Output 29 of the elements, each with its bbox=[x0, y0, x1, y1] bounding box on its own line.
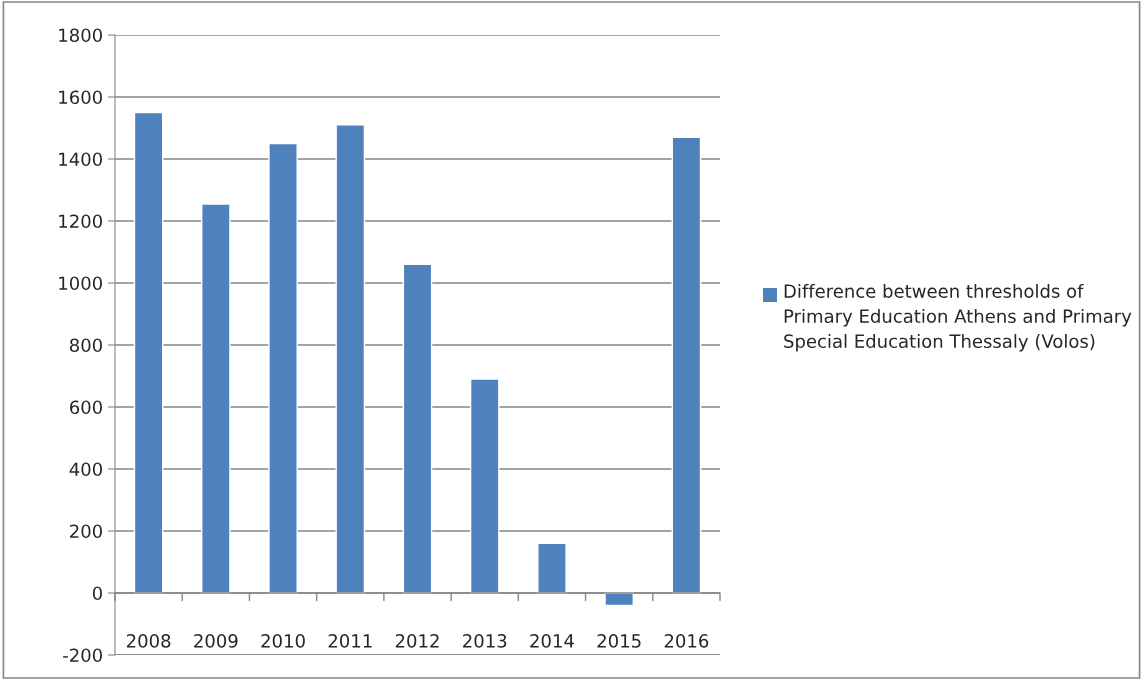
bar bbox=[469, 378, 500, 594]
bar bbox=[671, 136, 702, 594]
bar bbox=[402, 263, 433, 594]
x-tick-label: 2013 bbox=[463, 634, 507, 648]
x-tick-label: 2012 bbox=[395, 634, 439, 648]
bar bbox=[335, 124, 366, 594]
x-tick-label: 2010 bbox=[261, 634, 305, 648]
x-tick-label: 2015 bbox=[597, 634, 641, 648]
y-tick-label: -200 bbox=[63, 648, 102, 663]
y-tick-label: 800 bbox=[69, 338, 102, 353]
x-tick-label: 2011 bbox=[328, 634, 372, 648]
bar bbox=[268, 142, 298, 594]
x-tick-label: 2014 bbox=[530, 634, 574, 648]
y-tick-label: 1800 bbox=[59, 28, 102, 43]
y-tick-label: 0 bbox=[92, 586, 102, 601]
y-tick-label: 600 bbox=[69, 400, 102, 415]
x-tick-label: 2009 bbox=[194, 634, 238, 648]
y-tick-label: 1400 bbox=[59, 152, 102, 167]
bar bbox=[133, 111, 164, 594]
x-tick-label: 2016 bbox=[664, 634, 709, 648]
y-tick-label: 400 bbox=[69, 462, 102, 477]
x-tick-label: 2008 bbox=[126, 634, 171, 648]
y-tick-label: 1600 bbox=[59, 90, 102, 105]
bar bbox=[201, 203, 231, 594]
bar bbox=[537, 542, 567, 594]
y-tick-label: 1200 bbox=[59, 214, 102, 229]
y-tick-label: 200 bbox=[70, 524, 102, 539]
y-tick-label: 1000 bbox=[59, 276, 102, 291]
legend-label: Difference between thresholds of Primary Education Athens and Primary Special Education Thessaly (Volos) bbox=[784, 284, 1132, 352]
